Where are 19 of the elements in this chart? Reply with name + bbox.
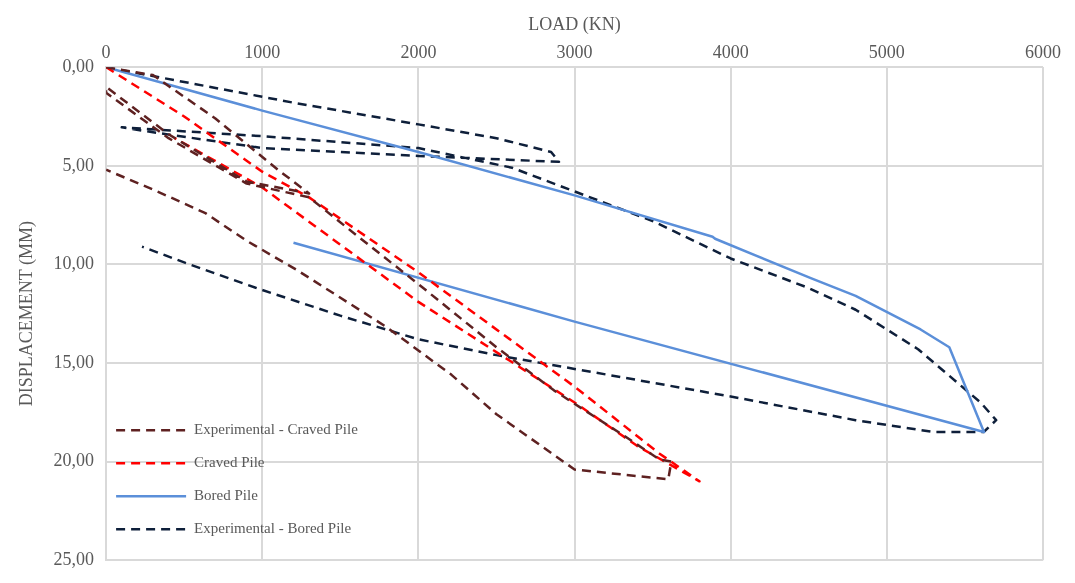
legend-label: Bored Pile [194,487,259,504]
x-tick-label: 3000 [556,42,593,63]
y-tick-label: 10,00 [53,253,95,274]
y-axis-title: DISPLACEMENT (MM) [15,221,37,407]
x-tick-label: 2000 [400,42,437,63]
legend-label: Experimental - Craved Pile [194,421,359,438]
y-tick-label: 5,00 [62,154,95,175]
x-tick-label: 1000 [244,42,281,63]
y-tick-label: 25,00 [53,548,95,569]
y-tick-label: 20,00 [53,450,95,471]
x-axis-title: LOAD (KN) [528,13,621,35]
x-tick-label: 6000 [1025,42,1061,63]
x-tick-label: 4000 [712,42,749,63]
x-tick-label: 5000 [868,42,905,63]
x-tick-label: 0 [101,42,111,63]
legend-label: Craved Pile [194,454,265,471]
legend-label: Experimental - Bored Pile [194,520,352,537]
y-tick-label: 0,00 [62,55,95,76]
y-tick-label: 15,00 [53,351,95,372]
